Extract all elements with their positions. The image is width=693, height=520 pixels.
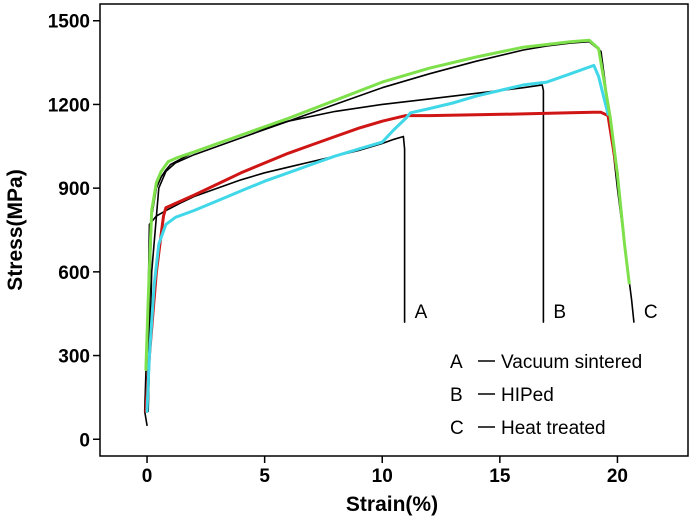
y-tick-label: 600 — [58, 263, 90, 284]
end-label-A: A — [415, 302, 428, 323]
y-tick-label: 300 — [58, 347, 90, 368]
series-line-4 — [145, 63, 610, 413]
legend-letter: A — [450, 352, 463, 373]
y-axis-title: Stress(MPa) — [4, 169, 27, 290]
x-axis-title: Strain(%) — [346, 493, 438, 516]
y-tick-label: 1500 — [48, 12, 90, 33]
data-series — [143, 38, 635, 427]
x-tick-label: 0 — [142, 466, 153, 487]
end-label-B: B — [553, 302, 566, 323]
x-tick-label: 20 — [607, 466, 628, 487]
series-line-0 — [143, 135, 406, 427]
legend-letter: B — [450, 385, 463, 406]
legend-label: Heat treated — [501, 418, 606, 439]
y-tick-label: 900 — [58, 179, 90, 200]
y-tick-label: 0 — [79, 430, 90, 451]
axis-ticks: 0 5 10 15 20 0 300 600 900 1200 1500 — [48, 12, 628, 487]
x-tick-label: 5 — [259, 466, 270, 487]
y-tick-label: 1200 — [48, 95, 90, 116]
series-line-5 — [144, 38, 631, 371]
end-label-C: C — [644, 302, 658, 323]
x-tick-label: 15 — [489, 466, 511, 487]
legend-label: HIPed — [501, 385, 554, 406]
curve-end-labels: A B C — [415, 302, 658, 323]
series-line-3 — [144, 110, 619, 413]
plot-frame — [99, 3, 689, 457]
legend: A Vacuum sintered B HIPed C Heat treated — [450, 352, 642, 439]
x-tick-label: 10 — [372, 466, 393, 487]
legend-label: Vacuum sintered — [501, 352, 642, 373]
legend-letter: C — [450, 418, 464, 439]
